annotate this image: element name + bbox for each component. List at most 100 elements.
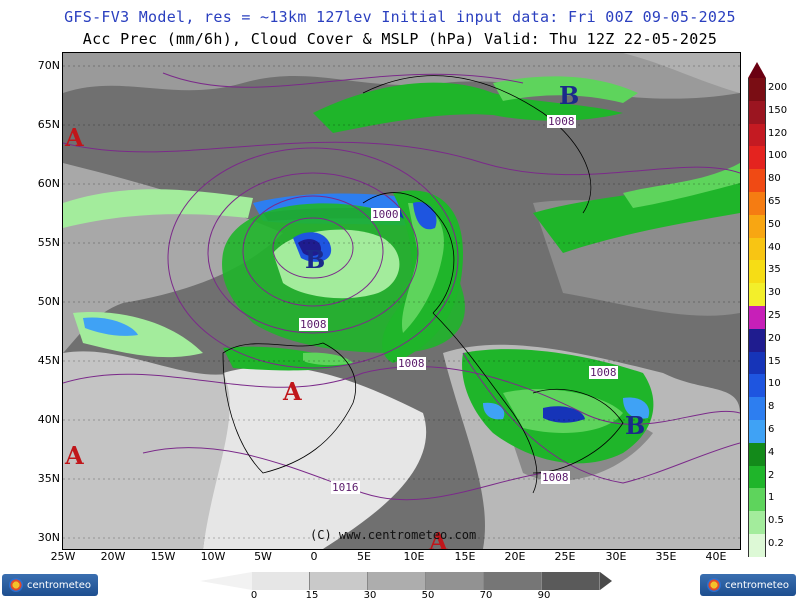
- lon-label: 25W: [50, 550, 76, 563]
- colorbar-cell: [748, 169, 766, 192]
- logo-text: centrometeo: [26, 579, 91, 591]
- weather-map: A A A A B B B 1008 1000 1008 1008 1008 1…: [62, 52, 741, 550]
- cloud-scale-label: 90: [537, 590, 551, 601]
- colorbar-label: 80: [768, 173, 781, 185]
- colorbar-cell: [748, 237, 766, 261]
- colorbar-cell: [748, 419, 766, 443]
- colorbar-label: 100: [768, 150, 788, 162]
- lon-label: 15E: [454, 550, 476, 563]
- lat-label: 40N: [37, 413, 60, 426]
- cloud-scale-label: 15: [305, 590, 319, 601]
- colorbar-cell: [748, 191, 766, 215]
- lon-label: 0: [310, 550, 318, 563]
- colorbar-label: 150: [768, 104, 788, 116]
- high-pressure-marker: A: [283, 377, 302, 406]
- cloud-arrow-right: [600, 572, 612, 590]
- isobar-label: 1008: [547, 115, 576, 128]
- colorbar-label: 0.5: [768, 515, 784, 527]
- lon-label: 5W: [254, 550, 272, 563]
- cloud-scale-label: 0: [250, 590, 258, 601]
- colorbar-cell: [748, 374, 766, 398]
- copyright-text: (C) www.centrometeo.com: [310, 528, 477, 542]
- isobar-label: 1016: [331, 481, 360, 494]
- lon-label: 30E: [605, 550, 627, 563]
- map-canvas: [63, 53, 740, 549]
- colorbar-cell: [748, 260, 766, 284]
- lon-label: 10E: [403, 550, 425, 563]
- colorbar-label: 6: [768, 424, 775, 435]
- colorbar-label: 35: [768, 264, 781, 276]
- colorbar-cell: [748, 465, 766, 489]
- isobar-label: 1008: [541, 471, 570, 484]
- cloud-scale-cell: [310, 572, 368, 590]
- colorbar-label: 200: [768, 82, 788, 93]
- colorbar-label: 8: [768, 401, 775, 413]
- colorbar-label: 2: [768, 469, 775, 481]
- cloud-cover-colorbar: [252, 572, 600, 590]
- colorbar-label: 15: [768, 355, 781, 367]
- lat-label: 45N: [37, 354, 60, 367]
- model-title: GFS-FV3 Model, res = ~13km 127lev Initia…: [64, 8, 736, 26]
- colorbar-cell: [748, 146, 766, 170]
- cloud-arrow-left: [200, 572, 252, 590]
- product-title: Acc Prec (mm/6h), Cloud Cover & MSLP (hP…: [82, 30, 718, 48]
- lon-label: 10W: [200, 550, 226, 563]
- cloud-scale-label: 50: [421, 590, 435, 601]
- colorbar-label: 10: [768, 378, 781, 390]
- lon-label: 40E: [705, 550, 727, 563]
- colorbar-cell: [748, 123, 766, 147]
- lon-label: 5E: [357, 550, 371, 563]
- isobar-label: 1008: [589, 366, 618, 379]
- lon-label: 15W: [150, 550, 176, 563]
- high-pressure-marker: A: [65, 123, 84, 152]
- cloud-scale-cell: [368, 572, 426, 590]
- centrometeo-logo-right[interactable]: centrometeo: [700, 574, 796, 596]
- cloud-scale-cell: [542, 572, 600, 590]
- logo-globe-icon: [8, 578, 23, 592]
- high-pressure-marker: A: [429, 527, 448, 550]
- colorbar-cell: [748, 511, 766, 534]
- colorbar-label: 20: [768, 332, 781, 344]
- cloud-scale-cell: [426, 572, 484, 590]
- low-pressure-marker: B: [305, 245, 326, 274]
- colorbar-cell: [748, 351, 766, 375]
- colorbar-cell: [748, 305, 766, 329]
- cloud-scale-cell: [252, 572, 310, 590]
- logo-text: centrometeo: [724, 579, 789, 591]
- colorbar-cell: [748, 442, 766, 466]
- lat-label: 35N: [37, 472, 60, 485]
- colorbar-label: 40: [768, 241, 781, 253]
- colorbar-arrow: [748, 62, 766, 78]
- colorbar-label: 1: [768, 492, 775, 504]
- lat-label: 55N: [37, 236, 60, 249]
- lat-label: 60N: [37, 177, 60, 190]
- lon-label: 35E: [655, 550, 677, 563]
- lon-label: 25E: [554, 550, 576, 563]
- cloud-scale-cell: [484, 572, 542, 590]
- lat-label: 65N: [37, 118, 60, 131]
- lat-label: 30N: [37, 531, 60, 544]
- colorbar-cell: [748, 214, 766, 238]
- precip-colorbar: [748, 62, 766, 557]
- lon-label: 20W: [100, 550, 126, 563]
- logo-globe-icon: [706, 578, 721, 592]
- colorbar-cell: [748, 328, 766, 352]
- colorbar-label: 25: [768, 310, 781, 321]
- colorbar-label: 0.2: [768, 538, 784, 549]
- colorbar-label: 30: [768, 287, 781, 299]
- centrometeo-logo-left[interactable]: centrometeo: [2, 574, 98, 596]
- colorbar-cell: [748, 488, 766, 512]
- colorbar-cell: [748, 397, 766, 420]
- cloud-scale-label: 30: [363, 590, 377, 601]
- colorbar-cell: [748, 533, 766, 557]
- lon-label: 20E: [504, 550, 526, 563]
- colorbar-label: 4: [768, 446, 775, 458]
- colorbar-label: 120: [768, 127, 788, 139]
- cloud-scale-label: 70: [479, 590, 493, 601]
- colorbar-label: 65: [768, 196, 781, 207]
- isobar-label: 1000: [371, 208, 400, 221]
- colorbar-cell: [748, 283, 766, 306]
- low-pressure-marker: B: [559, 81, 580, 110]
- isobar-label: 1008: [397, 357, 426, 370]
- isobar-label: 1008: [299, 318, 328, 331]
